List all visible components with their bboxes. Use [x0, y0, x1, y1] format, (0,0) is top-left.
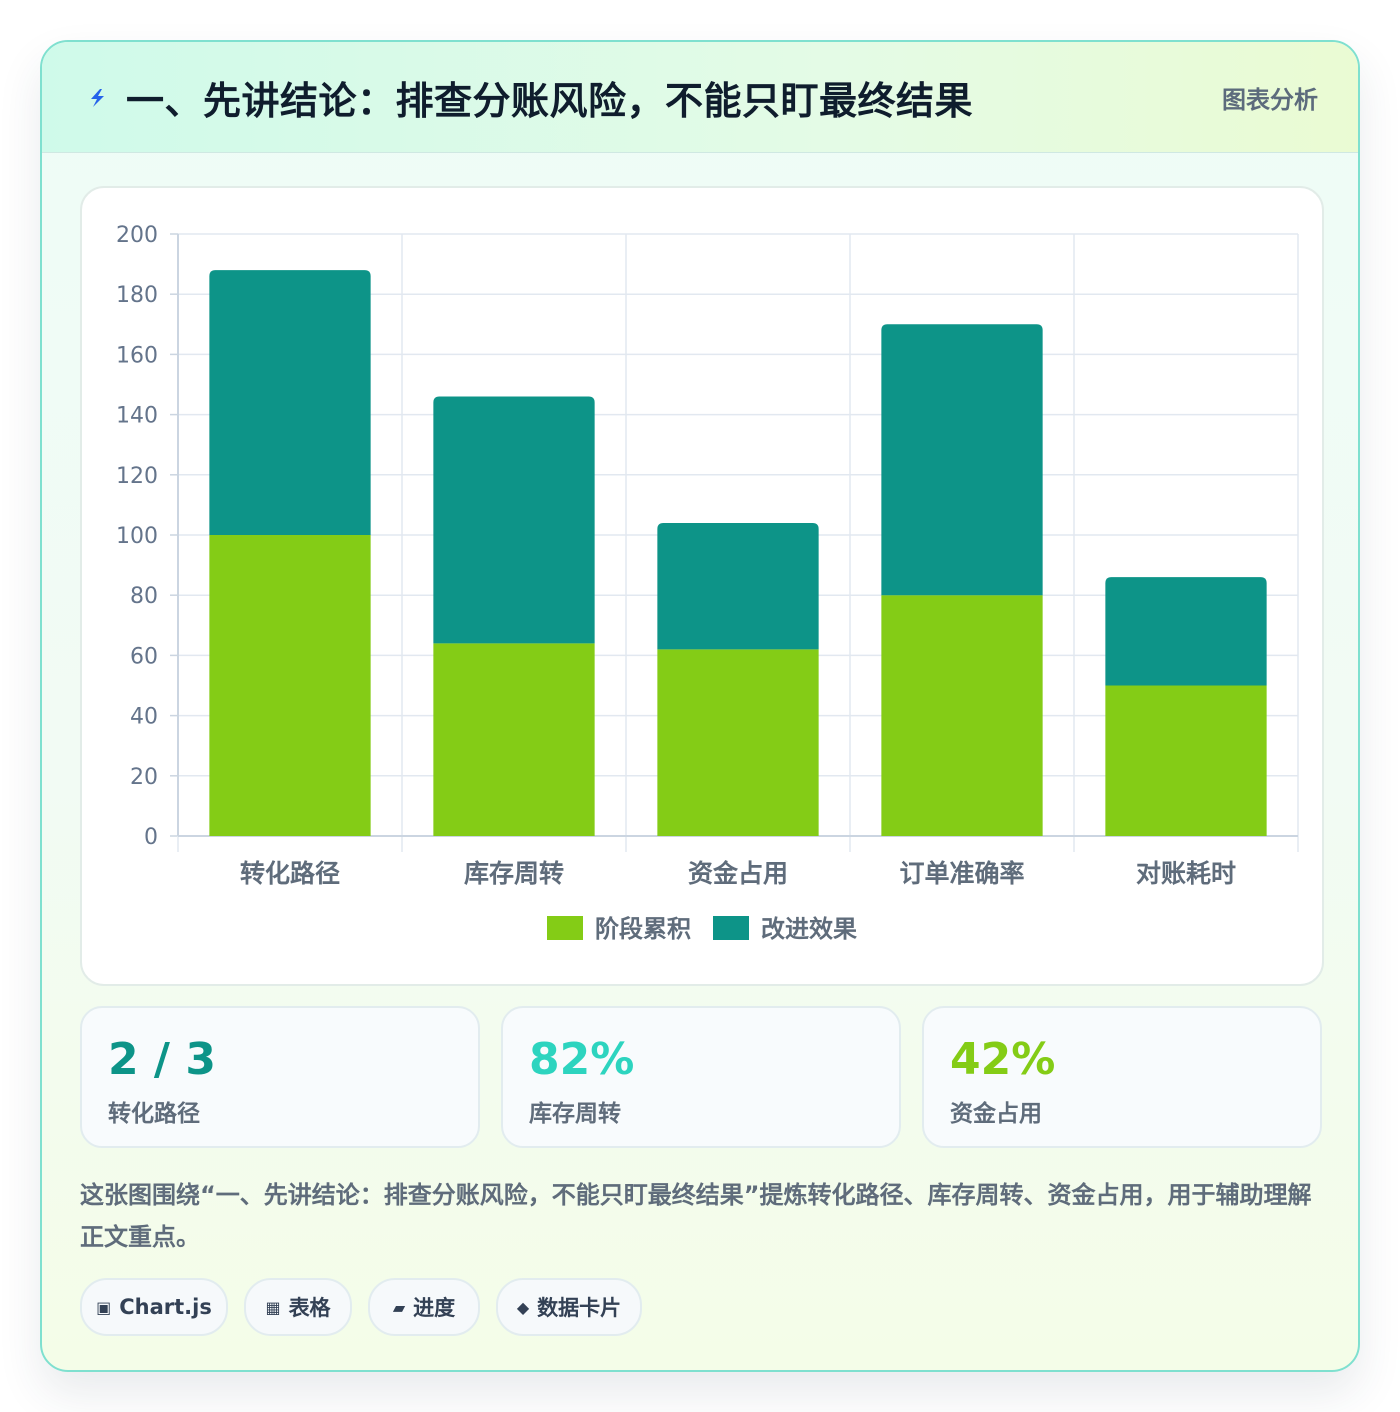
bar-segment — [433, 643, 595, 836]
stat-value: 82% — [529, 1034, 635, 1085]
y-tick-label: 60 — [130, 644, 158, 669]
card-title: 一、先讲结论：排查分账风险，不能只盯最终结果 — [126, 79, 974, 123]
chart-card: 一、先讲结论：排查分账风险，不能只盯最终结果 图表分析 0 20 40 60 80 100… — [40, 40, 1360, 1372]
bar-segment — [1105, 577, 1267, 686]
stacked-bar-chart: 0 20 40 60 80 100 120 140 160 180 200 转化路径 库存周转 资金占用 订… — [116, 223, 1299, 943]
bar-segment — [881, 595, 1043, 836]
y-tick-label: 80 — [130, 584, 158, 609]
table-icon: ▦ — [265, 1297, 281, 1317]
stat-value: 2 / 3 — [108, 1034, 216, 1085]
y-tick-label: 20 — [130, 765, 158, 790]
stat-label: 资金占用 — [950, 1101, 1042, 1127]
bar-segment — [433, 396, 595, 644]
legend-label: 改进效果 — [761, 915, 857, 943]
pill-label: 数据卡片 — [537, 1296, 622, 1320]
y-tick-label: 200 — [116, 223, 158, 248]
stat-value: 42% — [950, 1034, 1056, 1085]
pill-label: Chart.js — [119, 1295, 212, 1319]
pill-data-card[interactable]: ◆ 数据卡片 — [496, 1278, 642, 1336]
bar-segment — [657, 649, 819, 836]
chart-description: 这张图围绕“一、先讲结论：排查分账风险，不能只盯最终结果”提炼转化路径、库存周转… — [80, 1181, 1312, 1251]
y-tick-label: 180 — [116, 283, 158, 308]
stat-card-1: 2 / 3 转化路径 — [80, 1006, 480, 1148]
y-tick-label: 160 — [116, 343, 158, 368]
stat-card-2: 82% 库存周转 — [501, 1006, 901, 1148]
bar-segment — [881, 324, 1043, 596]
chart-icon: ▣ — [96, 1297, 112, 1317]
x-tick-label: 资金占用 — [688, 859, 788, 888]
y-tick-label: 140 — [116, 404, 158, 429]
x-tick-label: 订单准确率 — [899, 859, 1024, 888]
chart-analysis-tag: 图表分析 — [1222, 86, 1318, 114]
pill-progress[interactable]: ▰ 进度 — [368, 1278, 480, 1336]
bar-segment — [209, 535, 371, 836]
y-tick-label: 120 — [116, 464, 158, 489]
progress-icon: ▰ — [392, 1297, 406, 1317]
pill-label: 进度 — [413, 1296, 456, 1320]
y-tick-label: 0 — [144, 825, 158, 850]
y-tick-label: 40 — [130, 705, 158, 730]
chart-panel: 0 20 40 60 80 100 120 140 160 180 200 转化路径 库存周转 资金占用 订… — [80, 186, 1324, 986]
card-header: 一、先讲结论：排查分账风险，不能只盯最终结果 图表分析 — [42, 42, 1358, 153]
legend-label: 阶段累积 — [595, 915, 691, 943]
x-tick-label: 库存周转 — [464, 859, 564, 888]
lightning-icon — [91, 89, 104, 107]
bar-segment — [657, 522, 819, 650]
pill-chartjs[interactable]: ▣ Chart.js — [80, 1278, 228, 1336]
legend-swatch — [547, 916, 583, 940]
x-tick-label: 对账耗时 — [1136, 859, 1236, 888]
stat-label: 转化路径 — [108, 1101, 200, 1127]
pill-label: 表格 — [288, 1296, 331, 1320]
pill-table[interactable]: ▦ 表格 — [244, 1278, 352, 1336]
stat-card-3: 42% 资金占用 — [922, 1006, 1322, 1148]
bar-segment — [1105, 685, 1267, 836]
x-tick-label: 转化路径 — [240, 859, 340, 888]
legend-swatch — [713, 916, 749, 940]
stat-label: 库存周转 — [529, 1101, 621, 1127]
y-tick-label: 100 — [116, 524, 158, 549]
bar-segment — [209, 270, 371, 535]
diamond-icon: ◆ — [516, 1297, 530, 1317]
